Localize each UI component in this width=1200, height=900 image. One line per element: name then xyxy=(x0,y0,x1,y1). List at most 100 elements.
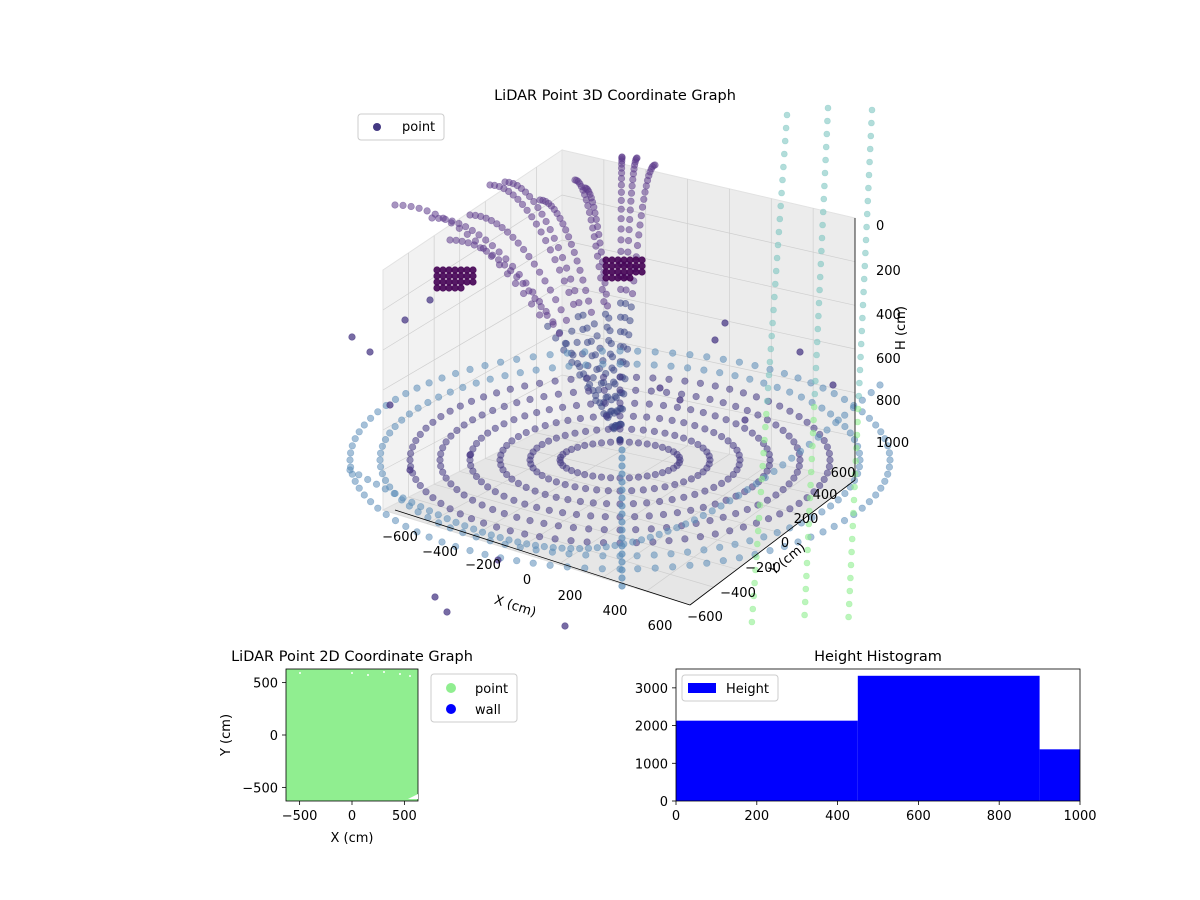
point xyxy=(445,284,453,292)
point xyxy=(760,379,768,387)
point xyxy=(587,512,595,520)
point xyxy=(391,201,399,209)
point xyxy=(867,389,875,397)
point xyxy=(719,399,727,407)
point xyxy=(439,266,447,274)
point xyxy=(711,336,719,344)
point xyxy=(601,399,609,407)
point xyxy=(651,471,659,479)
point xyxy=(541,490,549,499)
point xyxy=(422,424,430,432)
point xyxy=(767,345,775,353)
point xyxy=(466,451,474,459)
point xyxy=(854,418,861,426)
point xyxy=(762,410,770,418)
point xyxy=(506,527,514,535)
point xyxy=(618,153,626,161)
point xyxy=(729,441,737,450)
point xyxy=(629,500,638,508)
point xyxy=(614,268,622,276)
point xyxy=(437,450,445,458)
point xyxy=(884,442,892,450)
point xyxy=(576,497,585,506)
point xyxy=(814,325,822,333)
x-tick-label: 0 xyxy=(523,573,531,588)
point xyxy=(686,351,694,359)
point xyxy=(640,195,648,203)
point xyxy=(634,473,643,481)
point xyxy=(699,409,707,417)
point xyxy=(845,613,852,621)
point xyxy=(795,499,803,508)
point xyxy=(780,150,788,158)
point xyxy=(478,528,487,536)
point xyxy=(618,494,626,502)
point xyxy=(558,509,567,517)
legend-label-point: point xyxy=(402,120,435,135)
point xyxy=(581,427,590,436)
point xyxy=(581,184,589,192)
point xyxy=(544,475,553,483)
point xyxy=(513,399,521,407)
point xyxy=(583,538,591,546)
point xyxy=(573,338,581,347)
point xyxy=(364,475,372,484)
point xyxy=(774,241,782,249)
point xyxy=(513,355,521,363)
point xyxy=(505,536,513,544)
point xyxy=(546,226,554,234)
point xyxy=(531,487,539,495)
point xyxy=(881,477,889,485)
point xyxy=(717,502,725,510)
point xyxy=(602,256,610,264)
point xyxy=(776,402,784,410)
point xyxy=(802,585,810,593)
point xyxy=(679,478,688,486)
point xyxy=(509,191,517,199)
x-tick-label: 800 xyxy=(987,809,1012,824)
point xyxy=(753,540,761,548)
point xyxy=(651,441,659,450)
point xyxy=(650,485,659,493)
point xyxy=(462,223,470,231)
point xyxy=(367,498,375,506)
point xyxy=(764,515,773,523)
point xyxy=(501,372,509,380)
point xyxy=(717,479,726,488)
point xyxy=(587,337,595,345)
point xyxy=(571,429,579,437)
point xyxy=(493,389,501,397)
point xyxy=(460,421,468,429)
point xyxy=(459,383,467,392)
point xyxy=(564,233,573,241)
point xyxy=(785,432,793,440)
legend-marker-wall xyxy=(446,704,456,714)
point xyxy=(783,111,791,119)
point xyxy=(564,416,572,425)
point xyxy=(692,393,700,401)
point xyxy=(452,236,460,244)
point xyxy=(825,449,834,458)
point xyxy=(488,251,497,259)
point xyxy=(433,272,441,280)
point xyxy=(589,374,597,382)
point xyxy=(472,439,481,448)
point xyxy=(573,443,582,451)
point xyxy=(550,234,558,242)
gap-marker xyxy=(409,675,411,677)
point xyxy=(540,519,548,528)
point xyxy=(447,432,455,440)
point xyxy=(378,442,387,450)
chart-2d-title: LiDAR Point 2D Coordinate Graph xyxy=(231,649,473,665)
point xyxy=(602,543,610,551)
point xyxy=(862,236,870,244)
point xyxy=(390,489,398,498)
point xyxy=(823,443,832,451)
point xyxy=(721,319,729,327)
point xyxy=(525,287,533,295)
point xyxy=(655,530,663,539)
histogram-bar xyxy=(1039,749,1080,801)
point xyxy=(491,488,499,496)
point xyxy=(850,509,857,517)
point xyxy=(731,540,739,548)
